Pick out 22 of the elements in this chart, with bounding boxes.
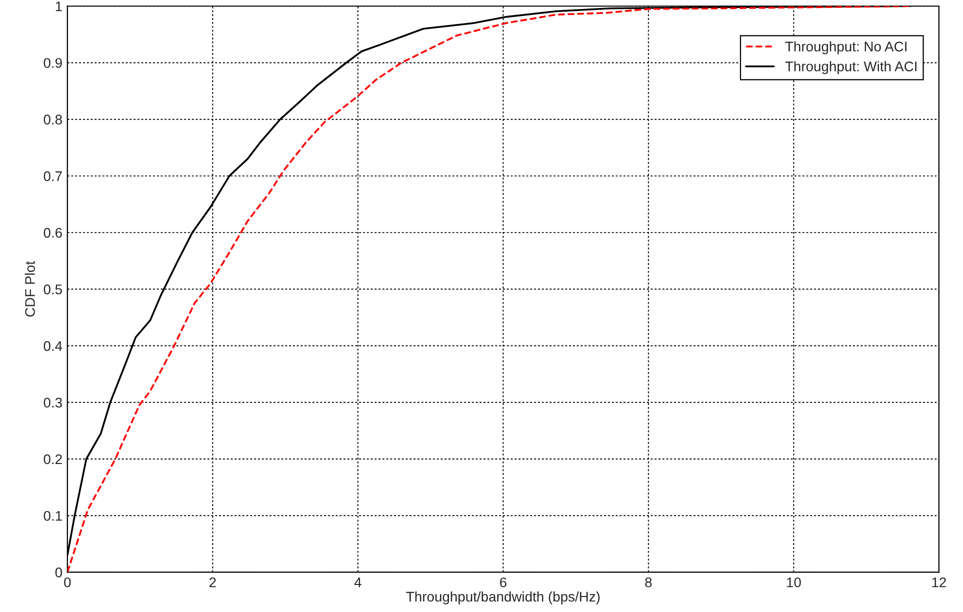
y-tick-label: 0.5 xyxy=(44,284,62,294)
y-tick-label: 0.8 xyxy=(44,114,62,125)
y-tick-label: 0.6 xyxy=(44,228,62,238)
y-tick-label: 0 xyxy=(55,568,62,578)
y-tick-label: 0.2 xyxy=(44,454,62,464)
x-tick-label: 2 xyxy=(210,577,216,588)
x-tick-label: 6 xyxy=(500,577,506,588)
y-tick-label: 0.3 xyxy=(44,398,62,408)
x-tick-label: 8 xyxy=(645,577,652,588)
y-tick-label: 0.9 xyxy=(44,58,62,68)
x-tick-label: 10 xyxy=(787,577,801,588)
x-tick-label: 0 xyxy=(64,577,71,588)
y-tick-label: 0.4 xyxy=(44,341,62,351)
x-tick-label: 12 xyxy=(932,577,946,588)
y-axis-title: CDF Plot xyxy=(24,261,35,317)
y-tick-label: 0.7 xyxy=(44,171,62,182)
legend-label: Throughput: With ACI xyxy=(785,61,916,74)
x-axis-title: Throughput/bandwidth (bps/Hz) xyxy=(406,591,600,604)
legend-label: Throughput: No ACI xyxy=(785,41,906,54)
y-tick-label: 0.1 xyxy=(44,510,62,521)
x-tick-label: 4 xyxy=(354,578,362,588)
y-tick-label: 1 xyxy=(56,2,62,12)
